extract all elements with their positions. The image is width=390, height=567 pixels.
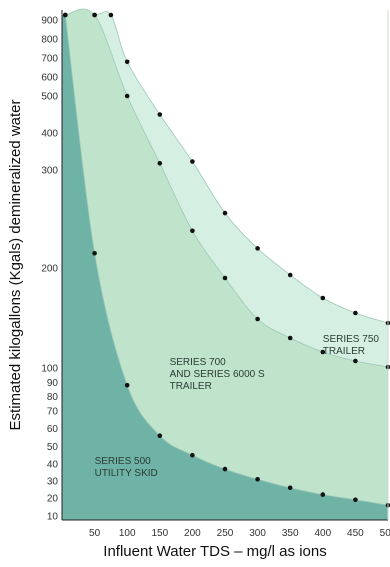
y-tick-label-700: 700 — [41, 54, 58, 65]
y-tick-labels: 10 20 30 40 50 60 70 80 90 100 200 300 400 500 600 700 8… — [41, 16, 58, 523]
x-tick-label-100: 100 — [119, 528, 136, 539]
region-label-2: SERIES 700 AND SERIES 6000 S TRAILER — [170, 357, 265, 392]
y-tick-label-10: 10 — [47, 512, 59, 523]
data-point-series-2-5 — [222, 275, 228, 281]
data-point-series-2-7 — [287, 335, 293, 341]
y-tick-label-800: 800 — [41, 35, 58, 46]
data-point-series-1-9 — [353, 497, 358, 503]
data-point-series-3-3 — [124, 59, 130, 65]
y-tick-label-60: 60 — [47, 424, 59, 435]
y-tick-label-20: 20 — [47, 494, 59, 505]
data-point-series-3-1 — [92, 12, 97, 18]
x-tick-label-300: 300 — [249, 528, 266, 539]
data-point-series-3-0 — [63, 12, 68, 18]
data-point-series-1-5 — [222, 466, 228, 472]
y-tick-label-200: 200 — [41, 264, 58, 275]
y-axis-title: Estimated kilogallons (Kgals) deminerali… — [7, 100, 24, 431]
data-point-series-1-7 — [287, 485, 293, 491]
y-tick-label-70: 70 — [47, 407, 59, 418]
y-tick-label-300: 300 — [41, 166, 58, 177]
data-point-series-2-2 — [124, 93, 130, 99]
region-labels: SERIES 750 TRAILER SERIES 700 AND SERIES 60… — [95, 334, 380, 479]
x-tick-label-150: 150 — [151, 528, 168, 539]
data-point-series-2-9 — [353, 358, 358, 364]
data-point-series-1-2 — [124, 382, 130, 388]
data-point-series-1-6 — [255, 477, 260, 482]
y-tick-label-900: 900 — [41, 16, 58, 27]
y-tick-label-400: 400 — [41, 129, 58, 140]
region-label-1: SERIES 750 TRAILER — [323, 334, 380, 357]
data-point-series-3-9 — [320, 295, 326, 301]
data-point-series-3-7 — [255, 246, 260, 251]
x-tick-label-350: 350 — [282, 528, 299, 539]
x-tick-label-400: 400 — [314, 528, 331, 539]
x-tick-label-200: 200 — [184, 528, 201, 539]
region-series-2 — [62, 9, 388, 520]
data-point-series-3-2 — [108, 12, 114, 18]
y-tick-label-600: 600 — [41, 73, 58, 84]
data-point-layer — [63, 12, 390, 508]
data-point-series-3-8 — [287, 272, 293, 278]
x-tick-label-50: 50 — [89, 528, 101, 539]
y-tick-label-30: 30 — [47, 477, 59, 488]
y-tick-label-50: 50 — [47, 442, 59, 453]
data-point-series-2-8 — [320, 349, 326, 355]
data-point-series-1-1 — [92, 251, 97, 256]
x-tick-label-450: 450 — [347, 528, 364, 539]
y-tick-label-90: 90 — [47, 378, 59, 389]
axes — [61, 10, 389, 521]
x-tick-label-500: 500 — [380, 528, 390, 539]
data-point-series-1-4 — [190, 452, 195, 458]
data-point-series-2-3 — [157, 161, 163, 166]
data-point-series-3-5 — [190, 159, 195, 164]
data-point-series-3-4 — [157, 112, 163, 117]
region-layer — [62, 8, 389, 520]
y-tick-label-500: 500 — [41, 92, 58, 103]
region-label-3: SERIES 500 UTILITY SKID — [95, 456, 158, 479]
x-tick-label-250: 250 — [217, 528, 234, 539]
x-axis-title: Influent Water TDS – mg/l as ions — [103, 543, 326, 560]
y-tick-label-40: 40 — [47, 460, 59, 471]
region-series-1 — [62, 10, 388, 520]
data-point-series-3-10 — [353, 310, 358, 316]
data-point-series-1-8 — [320, 492, 326, 497]
x-tick-labels: 50 100 150 200 250 300 350 400 450 500 — [89, 528, 390, 539]
data-point-series-3-6 — [222, 210, 228, 216]
y-tick-label-100: 100 — [41, 364, 58, 375]
boundary-line-series-2 — [65, 8, 389, 368]
data-point-series-2-6 — [255, 316, 260, 322]
data-point-series-2-4 — [190, 228, 195, 234]
y-tick-label-80: 80 — [47, 392, 59, 403]
data-point-series-1-3 — [157, 433, 163, 439]
